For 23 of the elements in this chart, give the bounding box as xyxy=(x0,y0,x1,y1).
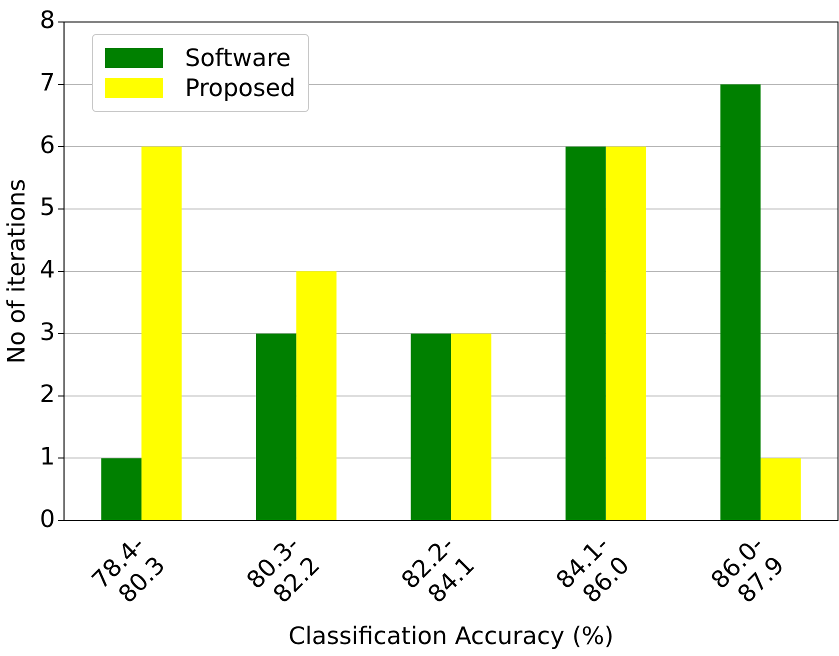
y-tick-label: 5 xyxy=(40,193,56,222)
y-tick-label: 8 xyxy=(40,6,56,34)
y-axis-title: No of iterations xyxy=(2,178,31,364)
y-tick-label: 0 xyxy=(40,504,56,533)
bar xyxy=(606,146,646,520)
bar xyxy=(451,334,492,520)
bar xyxy=(410,334,452,520)
bar xyxy=(760,458,801,520)
y-tick-label: 6 xyxy=(40,130,56,159)
y-tick-label: 2 xyxy=(40,380,56,408)
bar xyxy=(296,271,336,520)
legend-label: Proposed xyxy=(185,73,296,103)
y-tick-label: 7 xyxy=(40,68,56,97)
y-tick-label: 1 xyxy=(40,442,56,470)
y-tick-label: 4 xyxy=(40,256,56,284)
bar xyxy=(566,146,606,520)
legend-label: Software xyxy=(185,43,291,73)
bar xyxy=(101,458,142,520)
x-axis-title: Classification Accuracy (%) xyxy=(288,622,614,650)
bar xyxy=(256,334,296,520)
bar xyxy=(141,146,182,520)
bar xyxy=(720,84,761,520)
y-tick-label: 3 xyxy=(40,318,56,346)
